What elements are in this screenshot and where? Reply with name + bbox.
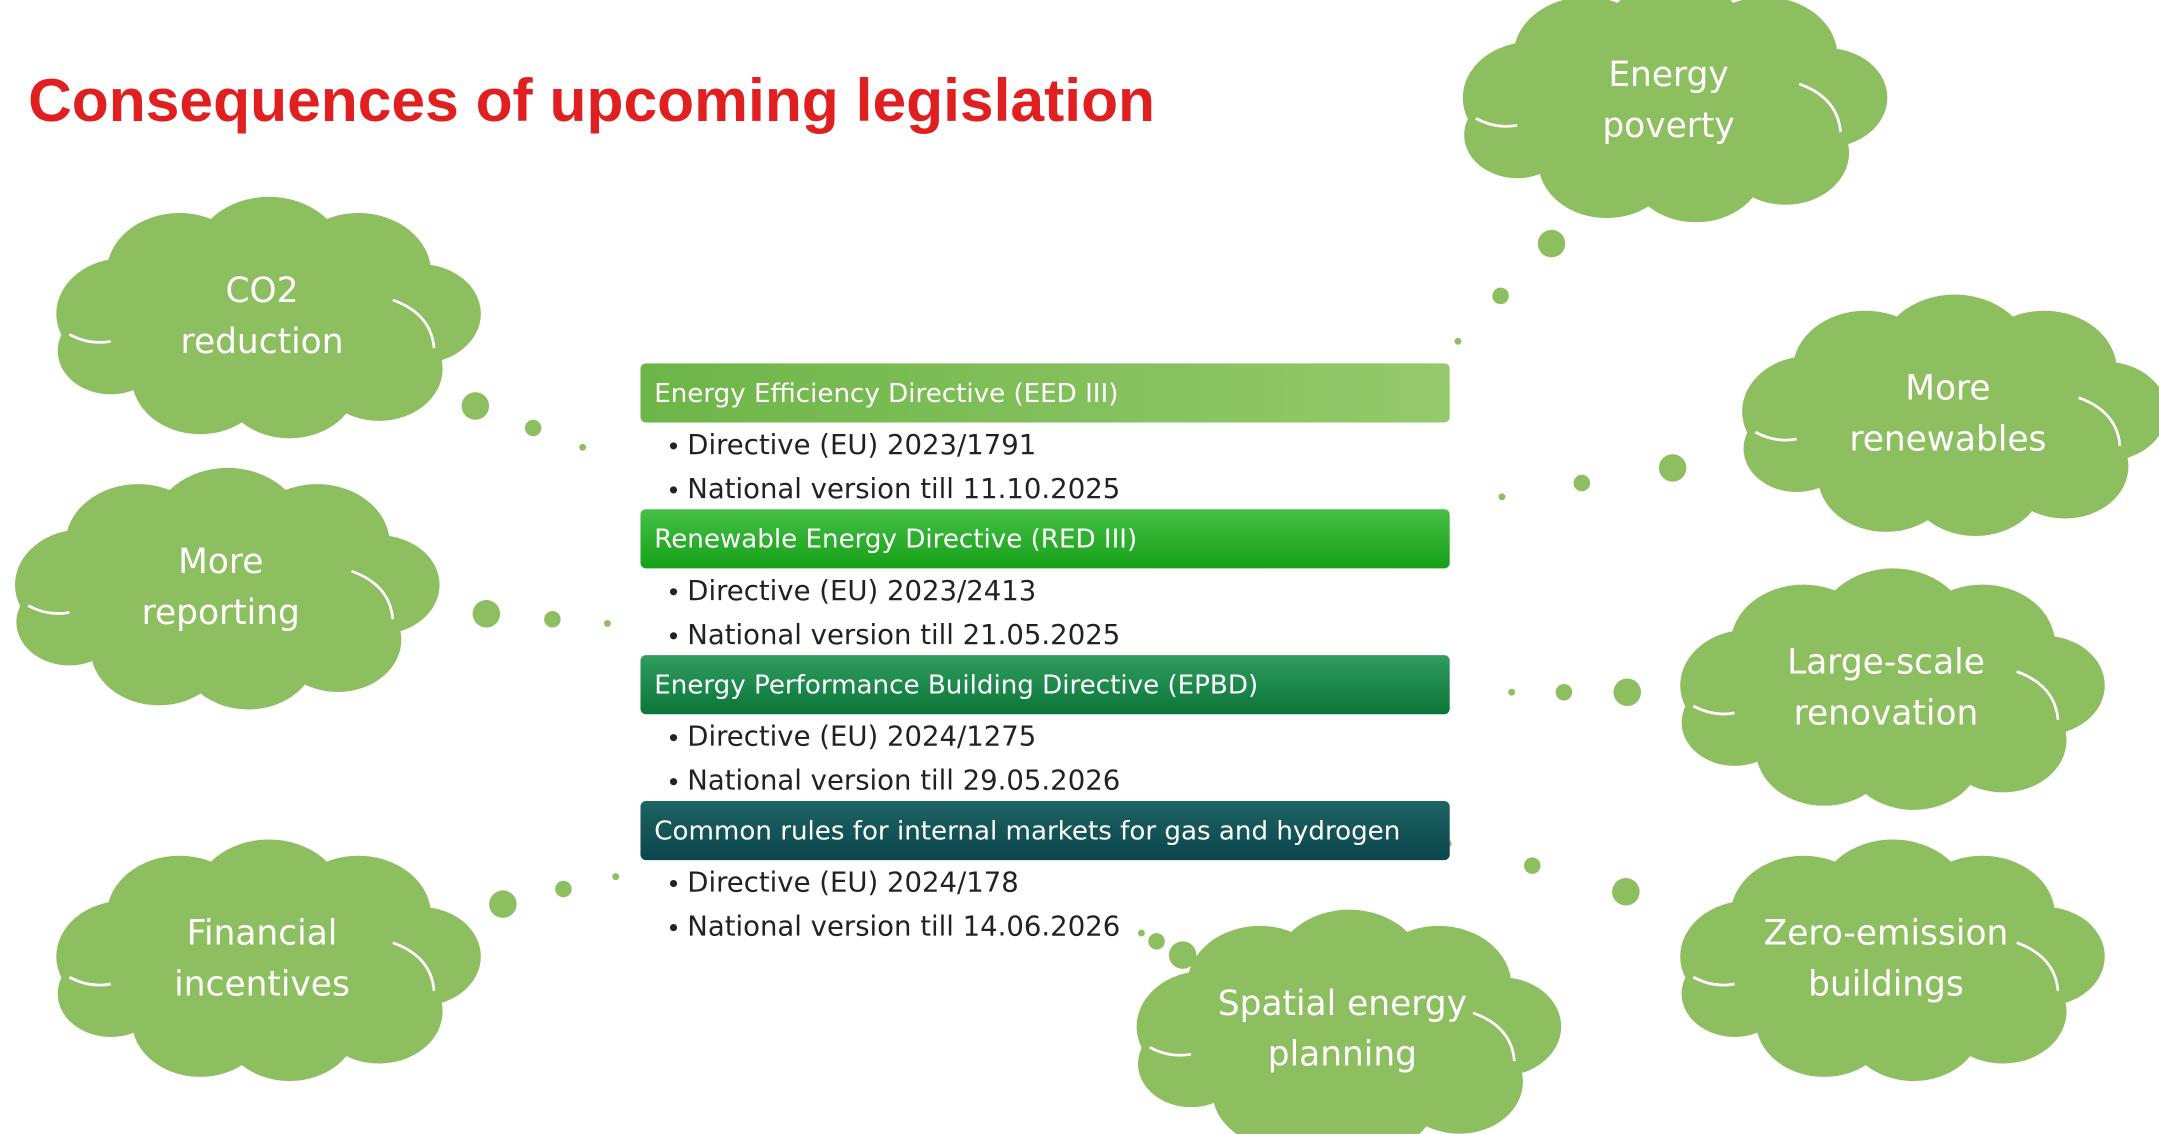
cloud-crease <box>1475 82 1842 133</box>
cloud-puff <box>16 578 123 666</box>
directive: Energy Performance Building Directive (E… <box>640 655 1450 797</box>
cloud-puff <box>1779 876 1992 1051</box>
cloud-label: More <box>178 542 263 582</box>
cloud-crease <box>1754 396 2122 447</box>
bullet-dot <box>669 778 678 786</box>
cloud-crease <box>27 569 395 620</box>
cloud-label: reduction <box>181 322 344 362</box>
directive-title: Energy Performance Building Directive (E… <box>654 671 1258 701</box>
cloud-puff <box>1743 405 1850 492</box>
cloud-crease <box>68 298 436 349</box>
directive: Energy Efficiency Directive (EED III) Dir… <box>640 363 1450 505</box>
cloud-label: incentives <box>174 965 350 1005</box>
cloud-puff <box>1464 91 1571 179</box>
bullet-text: Directive (EU) 2023/2413 <box>687 575 1036 607</box>
bullet-dot <box>669 486 678 494</box>
cloud-label: renovation <box>1794 693 1979 733</box>
bullet-dot <box>669 442 678 450</box>
cloud-puff <box>1841 331 2054 506</box>
cloud-puff <box>156 876 368 1051</box>
bullet-text: Directive (EU) 2023/1791 <box>687 429 1036 461</box>
cloud-label: Energy <box>1608 55 1728 95</box>
cloud-puff <box>1137 1020 1244 1108</box>
bullet-text: Directive (EU) 2024/178 <box>687 867 1019 899</box>
cloud: Energy poverty <box>1462 0 1888 223</box>
directive-title: Renewable Energy Directive (RED III) <box>654 525 1137 555</box>
cloud-label: CO2 <box>226 271 299 311</box>
cloud-label: Spatial energy <box>1218 984 1467 1024</box>
cloud-puff <box>156 233 368 408</box>
directive-header <box>640 655 1450 715</box>
bullet-dot <box>669 588 678 596</box>
cloud-label: reporting <box>142 593 300 633</box>
directive-title: Energy Efficiency Directive (EED III) <box>654 379 1118 409</box>
dot-trails <box>461 229 1687 969</box>
cloud: Financial incentives <box>56 839 481 1082</box>
cloud: CO2 reduction <box>56 196 481 439</box>
bullet-dot <box>669 879 678 888</box>
cloud-label: planning <box>1268 1035 1417 1075</box>
bullet-text: National version till 21.05.2025 <box>687 619 1120 651</box>
cloud-puff <box>114 505 327 679</box>
cloud-label: Zero-emission <box>1764 914 2009 954</box>
cloud: Zero-emission buildings <box>1680 839 2105 1082</box>
directive: Renewable Energy Directive (RED III) Dire… <box>640 509 1450 651</box>
bullet-dot <box>669 923 678 932</box>
bullet-dot <box>669 632 678 640</box>
cloud: Spatial energy planning <box>1136 909 1562 1134</box>
bullet-text: National version till 14.06.2026 <box>687 911 1120 943</box>
cloud: More reporting <box>14 467 440 710</box>
directive-header <box>640 509 1450 569</box>
cloud-crease <box>1692 670 2060 720</box>
cloud-puff <box>1681 679 1788 766</box>
directive-title: Common rules for internal markets for ga… <box>654 816 1400 846</box>
cloud-puff <box>1562 17 1775 192</box>
directive: Common rules for internal markets for ga… <box>640 800 1450 943</box>
cloud-label: Large-scale <box>1787 643 1985 683</box>
bullet-text: National version till 11.10.2025 <box>687 473 1120 505</box>
cloud-puff <box>1779 605 1992 779</box>
cloud-puff <box>1681 950 1788 1037</box>
cloud-label: buildings <box>1808 965 1964 1005</box>
cloud-puff <box>57 950 164 1037</box>
slide-title: Consequences of upcoming legislation <box>28 66 1155 134</box>
cloud-crease <box>1692 941 2060 991</box>
directive-header <box>640 800 1450 861</box>
directive-header <box>640 363 1450 423</box>
cloud-crease <box>68 941 436 991</box>
bullet-dot <box>669 734 678 742</box>
cloud-label: Financial <box>187 914 338 954</box>
cloud-label: poverty <box>1602 106 1734 146</box>
cloud: More renewables <box>1742 294 2159 537</box>
bullet-text: Directive (EU) 2024/1275 <box>687 721 1036 753</box>
cloud-label: renewables <box>1849 420 2046 460</box>
cloud-puff <box>57 307 164 395</box>
cloud: Large-scale renovation <box>1680 568 2105 810</box>
cloud-crease <box>1149 1011 1516 1062</box>
cloud-puff <box>1236 946 1449 1121</box>
bullet-text: National version till 29.05.2026 <box>687 765 1120 797</box>
cloud-label: More <box>1905 369 1990 409</box>
